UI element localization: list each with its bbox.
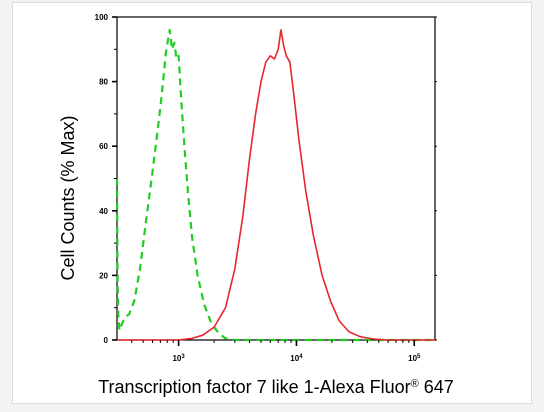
x-axis-label-sup: ® [411,378,419,390]
figure-card [12,2,532,404]
y-axis-label: Cell Counts (% Max) [58,115,78,280]
y-tick-label: 80 [99,78,108,87]
series-layer [115,28,435,342]
y-tick-label: 40 [99,207,108,216]
y-tick-label: 100 [95,13,109,22]
y-tick-label: 0 [104,336,109,345]
series-line-0 [115,28,435,342]
x-axis-label-tail: 647 [419,377,454,397]
x-tick-label: 104 [290,354,303,363]
x-axis-label-main: Transcription factor 7 like 1-Alexa Fluo… [98,377,410,397]
y-tick-label: 20 [99,271,108,280]
x-axis-label: Transcription factor 7 like 1-Alexa Fluo… [98,377,454,397]
ticks-layer: 0 20 40 60 80 100 103 104 105 [95,13,437,363]
x-tick-label: 105 [408,354,421,363]
series-line-1 [117,29,435,341]
y-tick-label: 60 [99,142,108,151]
x-tick-label: 103 [172,354,185,363]
